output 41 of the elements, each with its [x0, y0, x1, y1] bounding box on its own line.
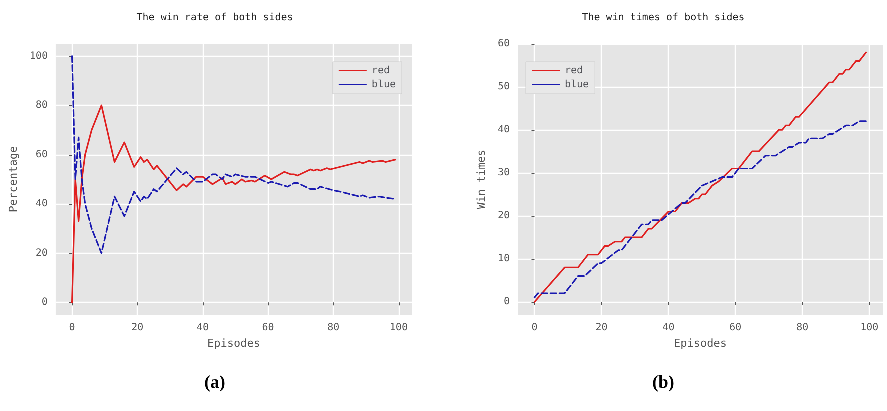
chart-title: The win rate of both sides	[136, 12, 294, 24]
y-axis-title: Percentage	[7, 146, 20, 213]
line-series	[534, 120, 868, 299]
y-tick-label: 80	[36, 100, 48, 112]
text: (b)	[652, 372, 675, 392]
line-series	[534, 52, 868, 303]
y-tick-label: 20	[36, 248, 48, 259]
text: (a)	[204, 372, 226, 392]
legend-label: blue	[372, 80, 396, 90]
y-tick-label: 60	[36, 149, 48, 160]
legend-label: red	[565, 66, 584, 76]
x-tick-label: 20	[132, 322, 144, 334]
y-tick-label: 40	[36, 198, 48, 210]
x-axis-title: Episodes	[207, 336, 260, 350]
x-tick-label: 80	[328, 322, 340, 334]
x-tick-label: 0	[69, 322, 76, 334]
x-tick-label: 60	[730, 322, 742, 334]
y-tick-label: 60	[498, 38, 510, 50]
legend-label: red	[372, 66, 390, 76]
y-tick-label: 100	[30, 50, 48, 62]
line-series	[71, 104, 396, 304]
legend-label: blue	[565, 80, 590, 90]
x-tick-label: 40	[662, 322, 675, 334]
x-tick-label: 40	[196, 322, 209, 334]
y-tick-label: 0	[504, 296, 510, 308]
y-tick-label: 30	[498, 168, 510, 179]
x-tick-label: 20	[596, 322, 608, 334]
x-axis-title: Episodes	[674, 336, 727, 350]
y-tick-label: 20	[498, 210, 510, 222]
y-tick-label: 40	[498, 124, 510, 136]
y-tick-label: 10	[498, 254, 510, 265]
line-series	[71, 56, 396, 254]
x-tick-label: 60	[262, 322, 274, 334]
y-tick-label: 0	[42, 297, 48, 308]
x-tick-label: 80	[796, 322, 809, 334]
x-tick-label: 100	[860, 322, 879, 334]
y-tick-label: 50	[498, 82, 510, 93]
chart-title: The win times of both sides	[582, 12, 745, 24]
y-axis-title: Win times	[475, 150, 488, 210]
x-tick-label: 0	[532, 322, 538, 334]
x-tick-label: 100	[390, 322, 408, 334]
